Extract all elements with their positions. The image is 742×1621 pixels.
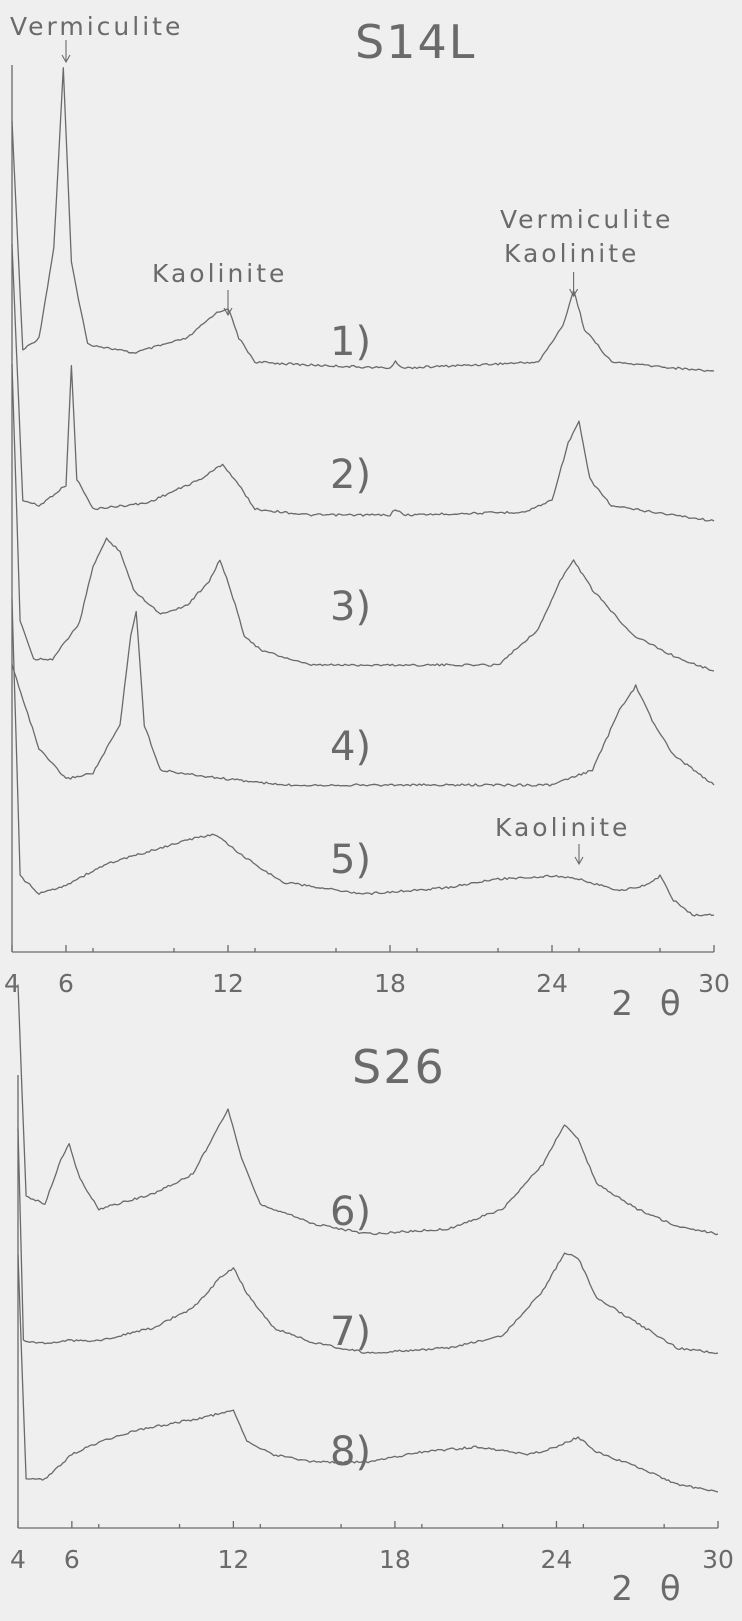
annotation-arrow	[569, 272, 579, 298]
annotation-arrow	[223, 290, 233, 317]
x-tick-label: 18	[379, 1545, 411, 1574]
x-tick-label: 30	[698, 969, 730, 998]
panel-title: S14L	[355, 15, 476, 69]
panel-s26: 4 6 12 18 24 30 2 θ 6) 7) 8)	[10, 984, 734, 1609]
series-label: 5)	[330, 837, 371, 883]
series-label: 7)	[330, 1309, 371, 1355]
x-tick-label: 12	[217, 1545, 249, 1574]
series-trace-4	[11, 610, 715, 787]
x-tick-label: 24	[536, 969, 568, 998]
peak-annotation: Kaolinite	[152, 259, 287, 288]
panel-title: S26	[352, 1040, 446, 1094]
series-trace-2	[11, 244, 715, 522]
series-trace-1	[17, 984, 719, 1236]
series-trace-3	[17, 1254, 719, 1493]
series-trace-5	[11, 599, 715, 917]
x-tick-label: 24	[541, 1545, 573, 1574]
series-label: 2)	[330, 452, 371, 498]
series-label: 6)	[330, 1189, 371, 1235]
series-trace-1	[11, 67, 715, 372]
series-trace-3	[11, 363, 715, 672]
x-tick-label: 4	[4, 969, 20, 998]
x-tick-label: 6	[58, 969, 74, 998]
x-tick-label: 18	[374, 969, 406, 998]
x-tick-label: 4	[10, 1545, 26, 1574]
peak-annotation: Kaolinite	[504, 239, 639, 268]
series-label: 3)	[330, 584, 371, 630]
peak-annotation: Vermiculite	[500, 205, 673, 234]
series-label: 1)	[330, 319, 371, 365]
series-label: 8)	[330, 1429, 371, 1475]
panel-s14l: 4 6 12 18 24 30 2 θ 1) 2) 3) 4) 5) Vermiculite Kaolin…	[4, 12, 730, 1024]
x-axis-label: 2 θ	[611, 1569, 688, 1609]
peak-annotation: Vermiculite	[10, 12, 183, 41]
x-axis-label: 2 θ	[611, 984, 688, 1024]
series-label: 4)	[330, 724, 371, 770]
x-tick-label: 30	[702, 1545, 734, 1574]
annotation-arrow	[61, 40, 71, 64]
annotation-arrow	[574, 844, 584, 866]
x-tick-label: 6	[64, 1545, 80, 1574]
x-tick-label: 12	[212, 969, 244, 998]
peak-annotation: Kaolinite	[495, 813, 630, 842]
series-trace-2	[17, 1128, 719, 1355]
